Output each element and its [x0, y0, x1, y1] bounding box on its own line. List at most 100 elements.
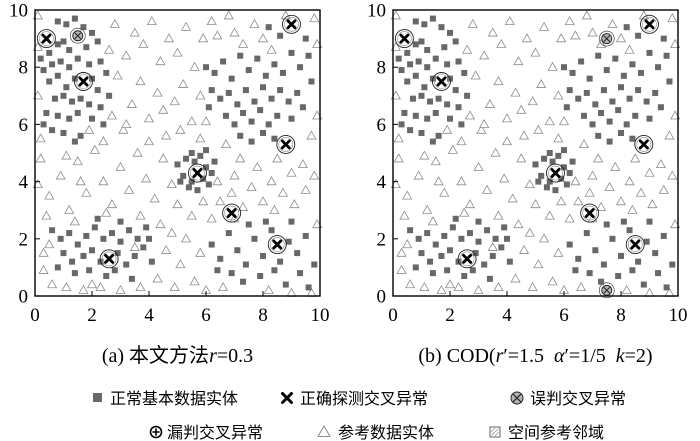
reference-entity-triangle	[615, 196, 627, 206]
x-tick-label: 2	[87, 305, 97, 326]
neighborhood-ring	[222, 203, 242, 223]
normal-entity-square	[435, 132, 442, 139]
detected-anomaly-x	[267, 235, 287, 254]
normal-entity-square	[240, 278, 247, 285]
normal-entity-square	[285, 238, 292, 245]
reference-entity-triangle	[186, 116, 197, 126]
reference-entity-triangle	[519, 244, 530, 254]
reference-entity-triangle	[172, 199, 183, 209]
normal-entity-square	[609, 235, 616, 242]
reference-entity-triangle	[152, 87, 163, 97]
normal-entity-square	[569, 69, 576, 76]
reference-entity-triangle	[396, 264, 407, 274]
normal-entity-square	[578, 58, 585, 65]
circled-x-icon-cross	[603, 35, 611, 42]
legend-label-missed-anomaly: 漏判交叉异常	[167, 424, 263, 441]
reference-entity-triangle	[573, 196, 584, 206]
reference-entity-triangle	[630, 153, 641, 163]
reference-entity-triangle	[413, 170, 424, 180]
reference-entity-triangle	[479, 118, 490, 128]
normal-entity-square	[305, 52, 312, 59]
normal-entity-square	[297, 270, 304, 277]
normal-entity-square	[134, 235, 141, 242]
normal-entity-square	[54, 41, 61, 48]
neighborhood-ring	[394, 29, 414, 49]
reference-entity-triangle	[163, 33, 175, 43]
normal-entity-square	[620, 218, 627, 225]
normal-entity-square	[566, 170, 573, 177]
reference-entity-triangle	[35, 133, 46, 143]
normal-entity-square	[415, 58, 422, 65]
reference-entity-triangle	[444, 279, 456, 289]
neighborhood-ring-inner	[39, 31, 54, 46]
normal-entity-square	[586, 270, 593, 277]
normal-entity-square	[89, 29, 95, 36]
normal-entity-square	[492, 235, 499, 242]
y-tick-label: 4	[19, 172, 29, 193]
normal-entity-square	[532, 161, 539, 168]
normal-entity-square	[268, 227, 275, 234]
normal-entity-square	[63, 84, 70, 91]
normal-entity-square	[277, 87, 284, 94]
reference-entity-triangle	[487, 241, 498, 251]
normal-entity-square	[646, 218, 653, 225]
normal-entity-square	[46, 49, 53, 56]
normal-entity-square	[563, 104, 570, 111]
normal-entity-square	[305, 284, 312, 291]
reference-entity-triangle	[527, 282, 538, 292]
x-tick-label: 8	[258, 305, 268, 326]
normal-entity-square	[407, 61, 414, 68]
neighborhood-ring	[99, 249, 119, 269]
normal-entity-square	[191, 158, 198, 165]
legend-item-normal-entity: 正常基本数据实体	[93, 390, 238, 408]
normal-entity-square	[80, 24, 87, 31]
normal-entity-square	[441, 44, 448, 51]
normal-entity-square	[432, 55, 439, 62]
normal-entity-square	[501, 224, 508, 231]
x-tick-label: 4	[502, 305, 512, 326]
reference-entity-triangle	[121, 118, 132, 128]
reference-entity-triangle	[464, 199, 476, 209]
cross-x-icon	[104, 253, 115, 264]
normal-entity-square	[200, 175, 207, 182]
normal-entity-square	[452, 215, 459, 222]
reference-entity-triangle	[212, 176, 223, 186]
reference-entity-triangle	[44, 239, 55, 249]
cross-x-icon	[280, 139, 291, 150]
plot-frame	[392, 9, 679, 297]
normal-entity-square	[217, 95, 224, 102]
normal-entity-square	[424, 230, 431, 237]
reference-entity-triangle	[61, 282, 72, 292]
detected-anomaly-x	[36, 29, 56, 49]
normal-entity-square	[427, 98, 434, 105]
reference-entity-triangle	[405, 279, 416, 289]
normal-entity-square	[566, 241, 573, 248]
normal-entity-square	[603, 67, 610, 74]
reference-entity-triangle	[47, 279, 58, 289]
y-tick-label: 10	[367, 1, 386, 22]
normal-entity-square	[421, 21, 428, 28]
neighborhood-ring	[580, 203, 600, 223]
normal-entity-square	[257, 272, 264, 279]
legend-label-reference-entity: 参考数据实体	[338, 424, 434, 441]
reference-entity-triangle	[257, 196, 269, 206]
normal-entity-square	[208, 170, 215, 177]
reference-entity-triangle	[38, 264, 49, 274]
reference-entity-triangle	[655, 159, 666, 169]
normal-entity-square	[63, 21, 70, 28]
caption-segment: r	[496, 345, 504, 367]
normal-entity-square	[655, 64, 662, 71]
reference-entity-triangle	[286, 287, 297, 297]
normal-entity-square	[311, 261, 318, 268]
reference-entity-triangle	[180, 21, 192, 31]
detected-anomaly-x	[546, 163, 565, 183]
normal-entity-square	[57, 58, 64, 65]
normal-entity-square	[234, 247, 241, 254]
reference-entity-triangle	[556, 33, 567, 43]
normal-entity-square	[438, 24, 445, 31]
caption-segment: ′=1.5	[503, 345, 554, 367]
reference-entity-triangle	[433, 176, 444, 186]
normal-entity-square	[655, 270, 662, 277]
normal-entity-square	[302, 232, 309, 239]
normal-entity-square	[282, 281, 289, 288]
